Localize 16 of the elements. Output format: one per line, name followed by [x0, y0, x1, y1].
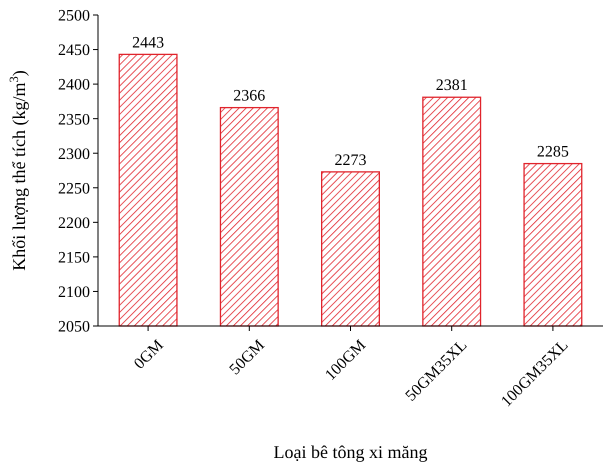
y-tick-label: 2450: [58, 42, 90, 60]
y-tick-label: 2500: [58, 8, 90, 25]
data-label: 2273: [334, 152, 366, 169]
y-tick-label: 2100: [58, 284, 90, 302]
y-tick-label: 2050: [58, 318, 90, 336]
data-label: 2381: [436, 77, 468, 94]
y-tick-label: 2300: [58, 146, 90, 163]
y-tick-label: 2350: [58, 111, 90, 128]
y-tick-label: 2150: [58, 249, 90, 266]
data-label: 2285: [536, 144, 569, 161]
y-tick-label: 2400: [58, 76, 90, 94]
y-tick-label: 2250: [58, 180, 90, 198]
y-tick-label: 2200: [58, 214, 90, 232]
data-label: 2366: [233, 88, 266, 105]
data-label: 2443: [132, 34, 164, 52]
x-axis-title: Loại bê tông xi măng: [274, 442, 428, 462]
